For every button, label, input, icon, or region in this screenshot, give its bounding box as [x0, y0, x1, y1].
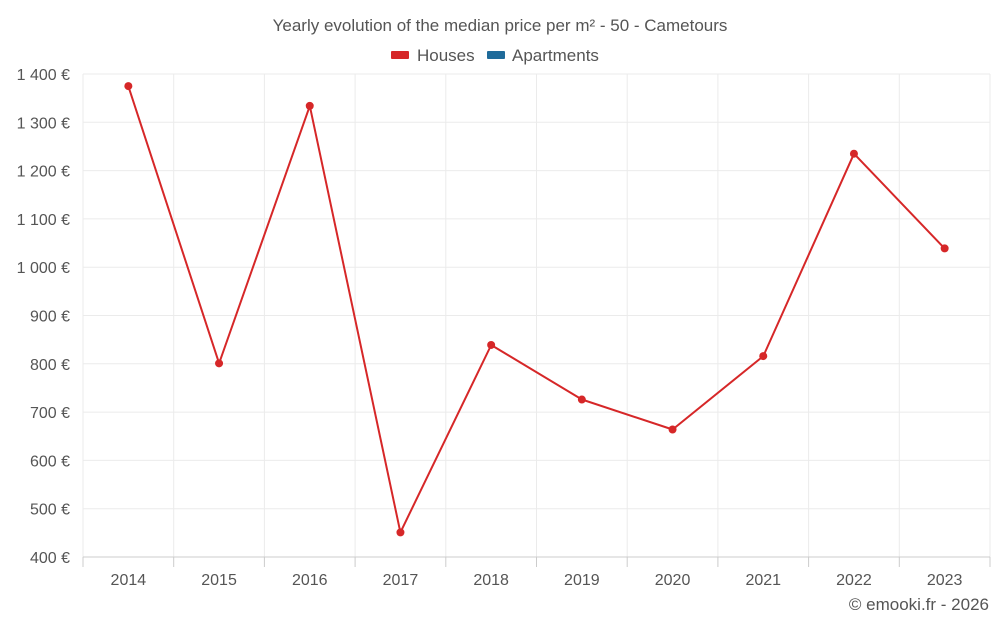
- y-tick-label: 700 €: [30, 405, 70, 422]
- x-tick-label: 2017: [383, 572, 419, 589]
- data-point-houses-2020[interactable]: [668, 425, 677, 434]
- data-point-houses-2016[interactable]: [305, 101, 314, 110]
- credit-text: © emooki.fr - 2026: [849, 595, 989, 614]
- data-point-houses-2019[interactable]: [577, 395, 586, 404]
- legend-label-houses: Houses: [417, 46, 475, 65]
- legend-item-apartments[interactable]: Apartments: [487, 46, 599, 65]
- y-tick-label: 1 300 €: [17, 115, 70, 132]
- x-axis: 2014 2015 2016 2017 2018 2019 2020 2021 2022 2023: [82, 556, 991, 589]
- y-tick-label: 400 €: [30, 550, 70, 567]
- y-tick-label: 800 €: [30, 357, 70, 374]
- chart-title: Yearly evolution of the median price per…: [273, 16, 728, 35]
- data-point-houses-2022[interactable]: [849, 149, 858, 158]
- y-tick-label: 1 000 €: [17, 260, 70, 277]
- x-tick-label: 2021: [745, 572, 781, 589]
- y-tick-label: 1 100 €: [17, 212, 70, 229]
- y-tick-label: 1 200 €: [17, 164, 70, 181]
- x-tick-label: 2016: [292, 572, 328, 589]
- y-tick-label: 900 €: [30, 309, 70, 326]
- x-tick-label: 2014: [111, 572, 147, 589]
- x-tick-label: 2023: [927, 572, 963, 589]
- series-houses: [124, 82, 949, 537]
- x-tick-label: 2015: [201, 572, 237, 589]
- y-tick-label: 600 €: [30, 453, 70, 470]
- legend-swatch-houses: [391, 51, 409, 59]
- data-point-houses-2021[interactable]: [759, 352, 768, 361]
- series-line-houses: [127, 85, 946, 534]
- data-point-houses-2015[interactable]: [215, 359, 224, 368]
- data-point-houses-2017[interactable]: [396, 528, 405, 537]
- x-tick-label: 2018: [473, 572, 509, 589]
- legend-label-apartments: Apartments: [512, 46, 599, 65]
- x-tick-label: 2022: [836, 572, 872, 589]
- y-tick-label: 1 400 €: [17, 67, 70, 84]
- y-axis: 400 € 500 € 600 € 700 € 800 € 900 € 1 000 € 1 1…: [17, 67, 70, 567]
- x-tick-label: 2020: [655, 572, 691, 589]
- x-tick-label: 2019: [564, 572, 600, 589]
- grid: [82, 73, 991, 558]
- legend: Houses Apartments: [391, 46, 599, 65]
- data-point-houses-2018[interactable]: [487, 340, 496, 349]
- y-tick-label: 500 €: [30, 502, 70, 519]
- legend-item-houses[interactable]: Houses: [391, 46, 475, 65]
- data-point-houses-2023[interactable]: [940, 244, 949, 253]
- data-point-houses-2014[interactable]: [124, 82, 133, 91]
- legend-swatch-apartments: [487, 51, 505, 59]
